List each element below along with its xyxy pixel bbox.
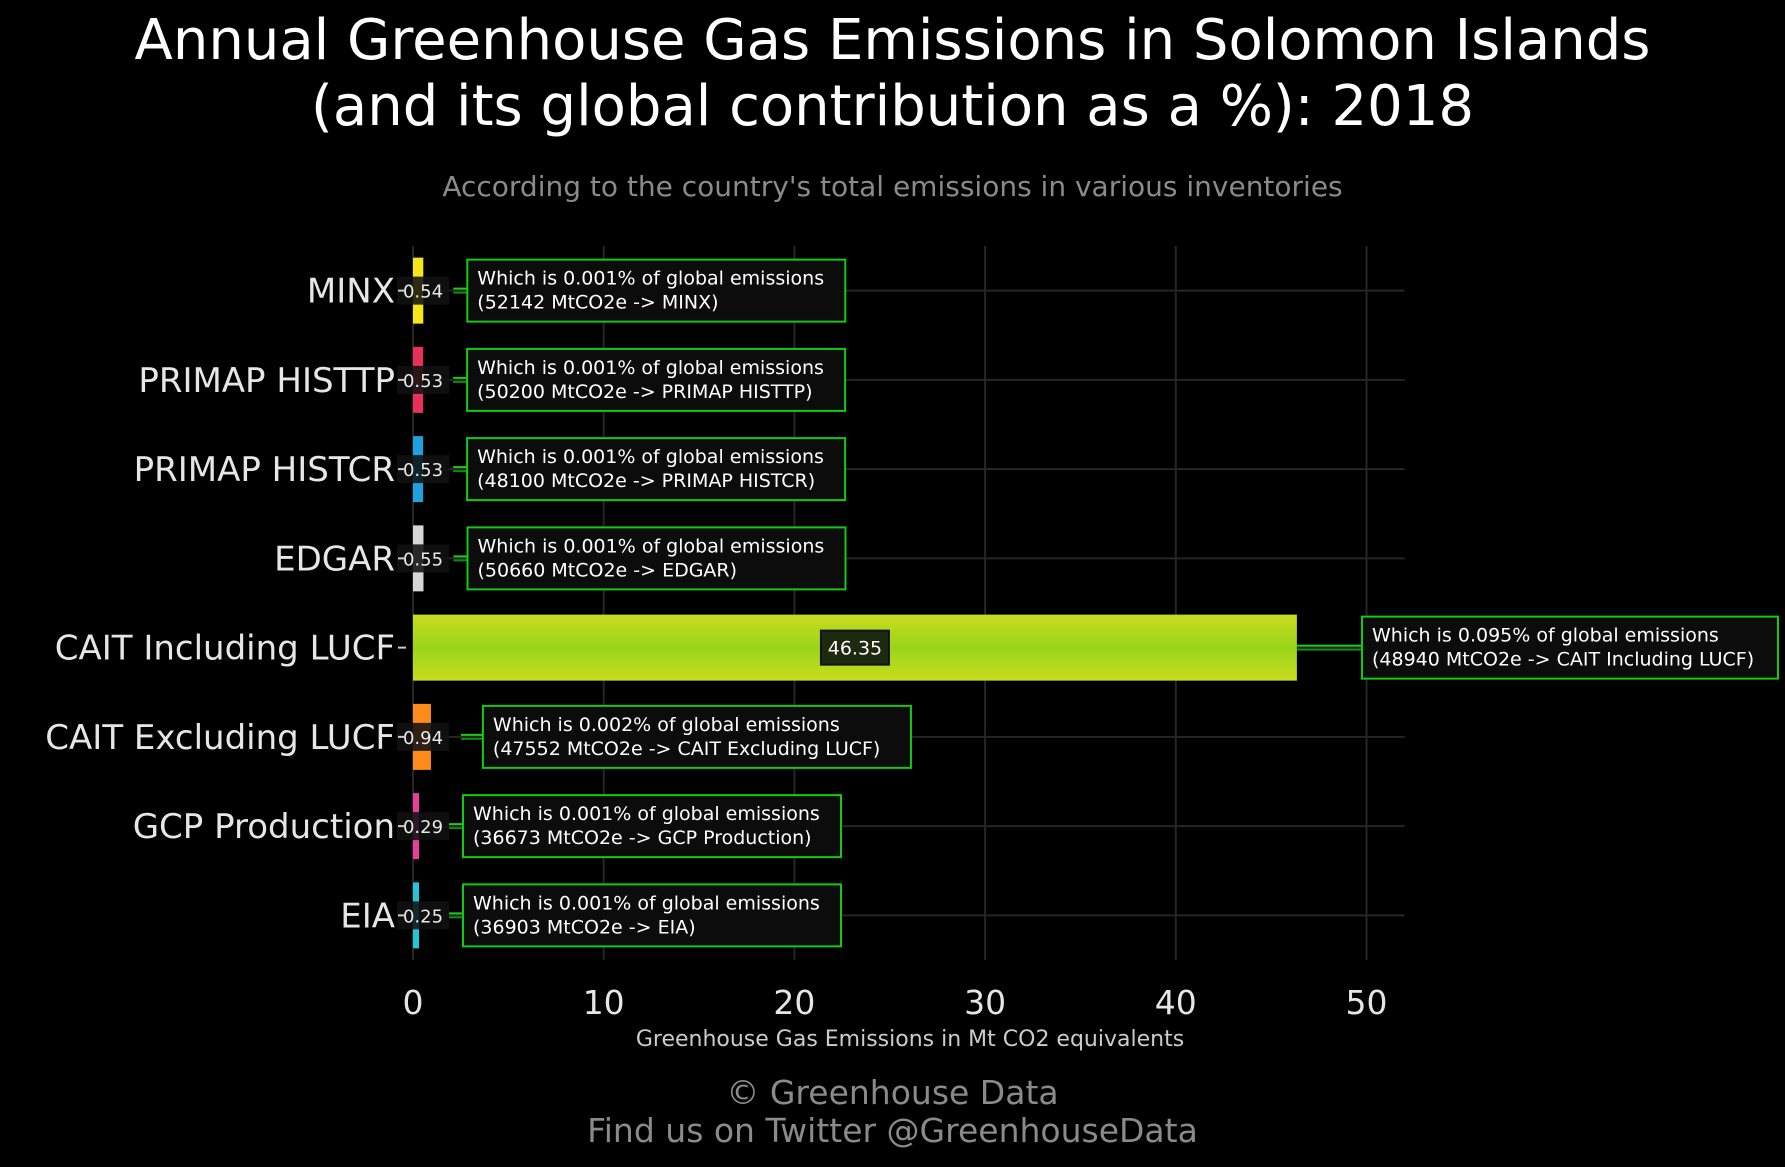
bar-group-7: 0.25 Which is 0.001% of global emissions(… [397, 882, 842, 949]
annotation-line-2-3: (50660 MtCO2e -> EDGAR) [477, 559, 737, 581]
y-tick-label-5: CAIT Excluding LUCF [45, 718, 395, 758]
annotation-line-2-0: (52142 MtCO2e -> MINX) [477, 292, 718, 314]
annotation-line-2-4: (48940 MtCO2e -> CAIT Including LUCF) [1372, 649, 1754, 671]
annotation-line-2-7: (36903 MtCO2e -> EIA) [473, 916, 696, 938]
bar-group-6: 0.29 Which is 0.001% of global emissions(… [397, 793, 842, 860]
bar-group-5: 0.94 Which is 0.002% of global emissions(… [397, 703, 912, 770]
annotation-line-2-5: (47552 MtCO2e -> CAIT Excluding LUCF) [493, 738, 880, 760]
annotation-box-6 [462, 794, 842, 859]
credit-line-1: © Greenhouse Data [726, 1073, 1059, 1112]
x-tick-label-10: 10 [583, 983, 625, 1022]
annotation-line-2-6: (36673 MtCO2e -> GCP Production) [473, 827, 812, 849]
x-tick-label-0: 0 [403, 983, 424, 1022]
annotation-line-1-6: Which is 0.001% of global emissions [473, 803, 820, 825]
value-label-2: 0.53 [403, 460, 443, 481]
annotation-line-1-3: Which is 0.001% of global emissions [477, 535, 824, 557]
bar-group-3: 0.55 Which is 0.001% of global emissions(… [397, 525, 847, 592]
annotation-box-2 [466, 437, 847, 502]
x-tick-label-20: 20 [773, 983, 815, 1022]
annotation-box-3 [466, 526, 847, 591]
credit: © Greenhouse Data Find us on Twitter @Gr… [0, 1074, 1785, 1150]
annotation-box-5 [481, 704, 912, 769]
x-tick-label-30: 30 [964, 983, 1006, 1022]
value-label-box-4 [819, 629, 890, 666]
y-tick-label-2: PRIMAP HISTCR [134, 450, 395, 490]
annotation-line-1-2: Which is 0.001% of global emissions [477, 446, 824, 468]
y-tick-label-0: MINX [307, 272, 395, 312]
x-axis-label: Greenhouse Gas Emissions in Mt CO2 equiv… [636, 1027, 1184, 1052]
credit-line-2: Find us on Twitter @GreenhouseData [587, 1111, 1198, 1150]
y-axis-labels: MINX PRIMAP HISTTP PRIMAP HISTCR EDGAR CAIT … [45, 272, 406, 936]
value-label-0: 0.54 [403, 282, 443, 303]
bar-group-0: 0.54 Which is 0.001% of global emissions(… [397, 257, 847, 324]
value-label-1: 0.53 [403, 371, 443, 392]
annotation-line-2-2: (48100 MtCO2e -> PRIMAP HISTCR) [477, 470, 815, 492]
annotation-line-2-1: (50200 MtCO2e -> PRIMAP HISTTP) [477, 381, 812, 403]
annotation-line-1-7: Which is 0.001% of global emissions [473, 892, 820, 914]
y-tick-label-4: CAIT Including LUCF [55, 629, 395, 669]
value-label-5: 0.94 [403, 728, 443, 749]
annotation-line-1-0: Which is 0.001% of global emissions [477, 268, 824, 290]
chart-title-line-2: (and its global contribution as a %): 20… [311, 74, 1474, 139]
chart-title: Annual Greenhouse Gas Emissions in Solom… [0, 8, 1785, 140]
annotation-box-0 [466, 258, 847, 323]
value-label-6: 0.29 [403, 817, 443, 838]
annotation-line-1-1: Which is 0.001% of global emissions [477, 357, 824, 379]
x-axis-ticks: 0 10 20 30 40 50 [403, 983, 1388, 1022]
bar-group-4: 46.35 Which is 0.095% of global emissions… [413, 614, 1779, 681]
annotation-line-1-5: Which is 0.002% of global emissions [493, 714, 840, 736]
y-tick-label-3: EDGAR [274, 539, 395, 579]
value-label-7: 0.25 [403, 906, 443, 927]
x-tick-label-50: 50 [1346, 983, 1388, 1022]
value-label-4: 46.35 [828, 638, 882, 660]
value-label-3: 0.55 [403, 549, 443, 570]
chart-title-line-1: Annual Greenhouse Gas Emissions in Solom… [134, 8, 1651, 73]
y-tick-label-6: GCP Production [133, 807, 395, 847]
bar-group-2: 0.53 Which is 0.001% of global emissions(… [397, 436, 847, 503]
x-tick-label-40: 40 [1155, 983, 1197, 1022]
annotation-line-1-4: Which is 0.095% of global emissions [1372, 625, 1719, 647]
y-tick-label-1: PRIMAP HISTTP [138, 361, 395, 401]
bar-group-1: 0.53 Which is 0.001% of global emissions(… [397, 346, 847, 413]
annotation-box-4 [1361, 615, 1779, 680]
y-tick-label-7: EIA [340, 896, 395, 936]
annotation-box-1 [466, 347, 847, 412]
annotation-box-7 [462, 883, 842, 948]
chart-subtitle: According to the country's total emissio… [442, 170, 1343, 203]
